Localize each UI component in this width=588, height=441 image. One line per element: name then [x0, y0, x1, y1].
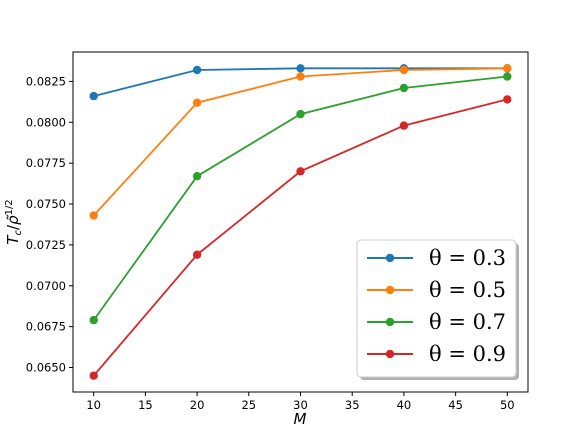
- series-3-point-4: [503, 95, 512, 104]
- x-tick-label-3: 25: [241, 398, 256, 412]
- x-tick-label-0: 10: [86, 398, 101, 412]
- y-tick-label-2: 0.0700: [26, 279, 66, 293]
- legend-label-0: θ = 0.3: [429, 246, 506, 270]
- series-2-point-3: [399, 83, 409, 93]
- y-axis-label: Tc/ρ̃1/2: [4, 199, 24, 244]
- y-tick-label-0: 0.0650: [26, 360, 66, 374]
- series-1-point-1: [192, 98, 202, 107]
- legend-marker-1: [385, 285, 395, 295]
- series-3-point-1: [192, 250, 202, 259]
- y-tick-label-1: 0.0675: [26, 320, 66, 334]
- series-2-point-1: [192, 172, 202, 181]
- legend-marker-3: [385, 349, 395, 359]
- legend-label-2: θ = 0.7: [429, 310, 506, 334]
- y-tick-label-3: 0.0725: [26, 238, 66, 252]
- series-line-1: [93, 67, 508, 217]
- series-3-point-2: [296, 167, 305, 176]
- y-tick-label-5: 0.0775: [26, 156, 66, 170]
- x-tick-label-6: 40: [397, 398, 412, 412]
- legend-marker-0: [385, 253, 395, 263]
- series-2-point-4: [503, 72, 512, 81]
- series-0-point-1: [192, 65, 202, 75]
- y-tick-label-4: 0.0750: [26, 197, 66, 211]
- plot-area: [89, 64, 512, 380]
- series-2-point-0: [89, 315, 98, 325]
- series-1-point-3: [399, 65, 409, 75]
- series-1-point-2: [296, 72, 305, 81]
- y-tick-label-7: 0.0825: [26, 74, 66, 88]
- series-3-point-0: [89, 371, 98, 380]
- legend-label-3: θ = 0.9: [429, 342, 506, 366]
- x-tick-label-1: 15: [138, 398, 153, 412]
- ticks: 10 15 20 25 30 35 40 45 50 0.0650 0.0675 0.0700 0.07…: [26, 74, 515, 412]
- svg-text:Tc/ρ̃1/2: Tc/ρ̃1/2: [4, 199, 24, 244]
- y-tick-label-6: 0.0800: [26, 115, 66, 129]
- x-tick-label-7: 45: [448, 398, 463, 412]
- x-axis-label: M: [294, 410, 307, 428]
- series-2-point-2: [296, 109, 305, 119]
- x-tick-label-5: 35: [345, 398, 360, 412]
- series-0-point-2: [296, 64, 305, 73]
- x-tick-label-8: 50: [500, 398, 515, 412]
- legend-box: [356, 239, 517, 378]
- legend-marker-2: [385, 317, 395, 327]
- series-1-point-4: [503, 64, 512, 73]
- series-1-point-0: [89, 211, 98, 220]
- legend: θ = 0.3 θ = 0.5 θ = 0.7 θ = 0.9: [356, 239, 519, 380]
- series-3-point-3: [399, 121, 409, 130]
- legend-label-1: θ = 0.5: [429, 278, 506, 302]
- x-tick-label-4: 30: [293, 398, 308, 412]
- series-0-point-0: [89, 91, 98, 101]
- x-tick-label-2: 20: [190, 398, 205, 412]
